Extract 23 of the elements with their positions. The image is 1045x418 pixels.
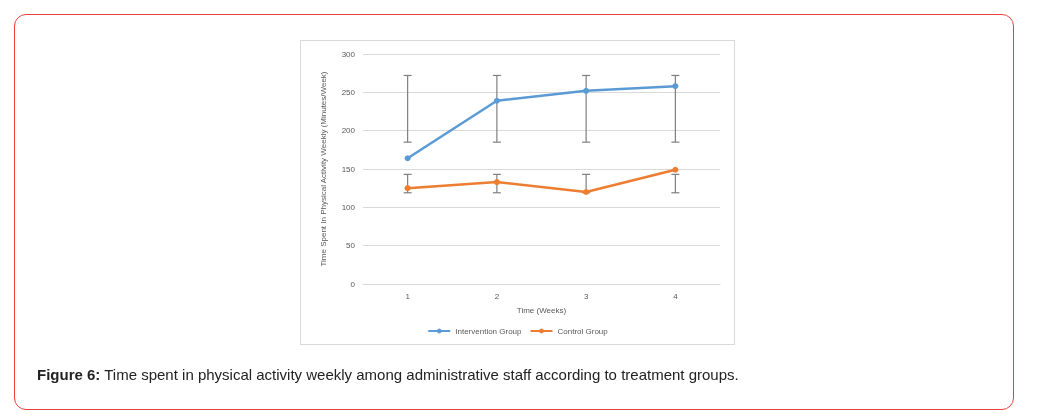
point [672,166,679,173]
x-tick-label: 4 [673,291,679,301]
point [672,83,679,90]
y-tick-label: 100 [341,202,356,212]
x-axis-title: Time (Weeks) [516,305,567,315]
point [493,179,500,186]
point [404,155,411,162]
y-tick-label: 300 [341,49,356,59]
x-tick-label: 1 [405,291,411,301]
caption: Figure 6: Time spent in physical activity weekly among administrative staff according to treatment groups. [37,366,739,383]
y-tick-label: 200 [341,126,356,136]
y-tick-label: 150 [341,164,356,174]
y-axis-title: Time Spent In Physical Activity Weekly (Minutes/Week) [318,71,328,267]
legend-label: Control Group [557,326,609,336]
legend-label: Intervention Group [455,326,523,336]
y-tick-label: 50 [346,241,356,251]
point [493,97,500,104]
x-tick-label: 2 [494,291,500,301]
y-tick-label: 0 [350,279,356,289]
y-tick-label: 250 [341,87,356,97]
point [583,87,590,94]
x-tick-label: 3 [583,291,589,301]
point [404,185,411,192]
